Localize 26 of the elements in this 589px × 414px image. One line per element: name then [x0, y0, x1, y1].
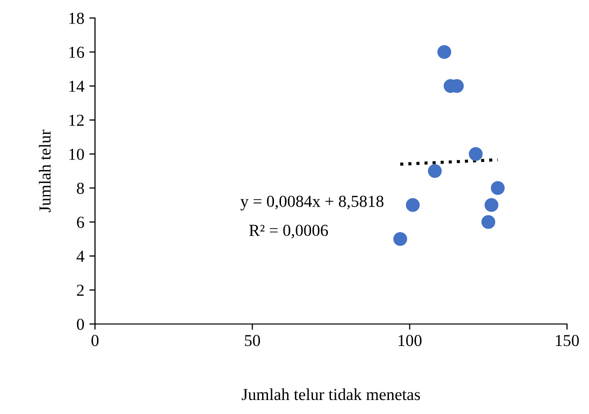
- point: [468, 147, 483, 161]
- y-tick-label: 16: [69, 46, 84, 58]
- y-tick-label: 14: [69, 80, 84, 92]
- y-tick-label: 8: [76, 182, 84, 194]
- y-tick-label: 12: [69, 114, 84, 126]
- point: [490, 181, 505, 195]
- x-axis-title: Jumlah telur tidak menetas: [242, 388, 420, 400]
- y-tick-label: 0: [76, 318, 84, 330]
- annotation: y = 0,0084x + 8,5818: [240, 196, 384, 210]
- point: [406, 198, 420, 212]
- point: [428, 164, 442, 178]
- point: [481, 215, 496, 229]
- y-tick-label: 2: [76, 284, 84, 296]
- x-tick-label: 0: [91, 334, 99, 346]
- x-tick-label: 100: [398, 334, 422, 346]
- point: [484, 198, 498, 212]
- y-tick-label: 4: [76, 250, 84, 262]
- annotation: R² = 0,0006: [249, 224, 328, 238]
- x-tick-label: 150: [556, 334, 579, 346]
- point: [393, 232, 408, 246]
- y-tick-label: 6: [76, 216, 84, 228]
- point: [437, 45, 452, 59]
- y-axis-title: Jumlah telur: [38, 130, 51, 212]
- y-tick-label: 18: [69, 12, 84, 24]
- x-tick-label: 50: [244, 334, 260, 346]
- y-tick-label: 10: [69, 148, 84, 160]
